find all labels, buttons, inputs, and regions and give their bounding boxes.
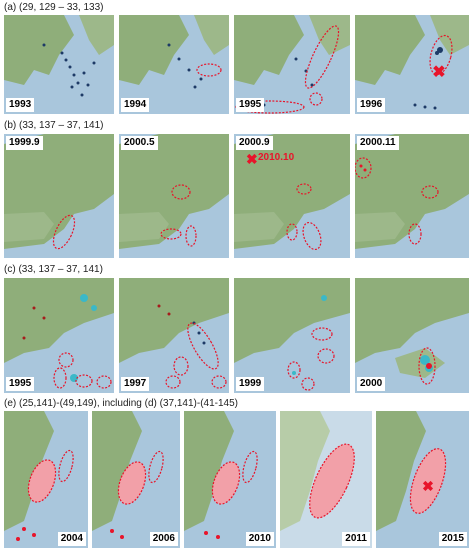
row-c-label: (c) (33, 137 – 37, 141) xyxy=(4,264,103,275)
quake-annotation: 2010.10 xyxy=(258,152,295,163)
map-panel-a-4: ✖ 1996 xyxy=(355,15,469,114)
map-panel-b-4: 2000.11 xyxy=(355,134,469,258)
row-e-label: (e) (25,141)-(49,149), including (d) (37… xyxy=(4,398,239,409)
year-label: 1999 xyxy=(236,377,265,391)
map-panel-e-4: 2011 xyxy=(280,411,372,548)
map-panel-e-1: 2004 xyxy=(4,411,88,548)
svg-text:✖: ✖ xyxy=(432,64,445,81)
year-label: 2000.11 xyxy=(357,136,399,150)
map-panel-b-2: 2000.5 xyxy=(119,134,229,258)
row-a-label: (a) (29, 129 – 33, 133) xyxy=(4,2,104,13)
year-label: 1995 xyxy=(6,377,35,391)
year-label: 1997 xyxy=(121,377,150,391)
map-panel-b-3: ✖ 2000.9 2010.10 xyxy=(234,134,350,258)
year-label: 2000.5 xyxy=(121,136,158,150)
map-panel-e-3: 2010 xyxy=(184,411,276,548)
row-b-label: (b) (33, 137 – 37, 141) xyxy=(4,120,104,131)
year-label: 2010 xyxy=(245,532,274,546)
year-label: 2000.9 xyxy=(236,136,273,150)
year-label: 2015 xyxy=(438,532,467,546)
map-panel-e-5: ✖ 2015 xyxy=(376,411,469,548)
year-label: 1995 xyxy=(236,98,265,112)
map-panel-a-2: 1994 xyxy=(119,15,229,114)
year-label: 1999.9 xyxy=(6,136,43,150)
year-label: 2011 xyxy=(342,532,370,546)
map-panel-c-3: 1999 xyxy=(234,278,350,393)
map-panel-e-2: 2006 xyxy=(92,411,180,548)
map-panel-a-1: 1993 xyxy=(4,15,114,114)
year-label: 1993 xyxy=(6,98,35,112)
year-label: 1996 xyxy=(357,98,386,112)
year-label: 2004 xyxy=(57,532,86,546)
svg-text:✖: ✖ xyxy=(246,151,258,167)
map-panel-a-3: 1995 xyxy=(234,15,350,114)
map-panel-b-1: 1999.9 xyxy=(4,134,114,258)
map-panel-c-2: 1997 xyxy=(119,278,229,393)
year-label: 2006 xyxy=(149,532,178,546)
svg-text:✖: ✖ xyxy=(422,478,434,494)
year-label: 2000 xyxy=(357,377,386,391)
map-panel-c-1: 1995 xyxy=(4,278,114,393)
year-label: 1994 xyxy=(121,98,150,112)
map-panel-c-4: 2000 xyxy=(355,278,469,393)
